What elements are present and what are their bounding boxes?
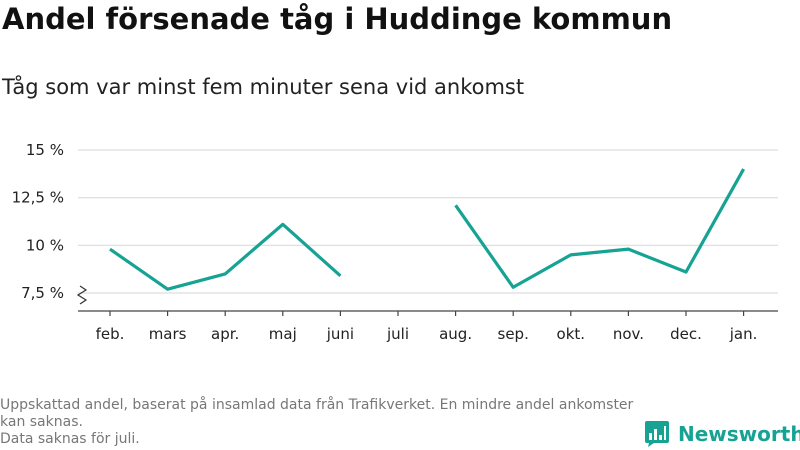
y-tick-label: 10 % — [26, 236, 64, 254]
x-tick-label: maj — [269, 325, 297, 343]
x-tick-label: juni — [326, 325, 354, 343]
chart-subtitle: Tåg som var minst fem minuter sena vid a… — [2, 75, 525, 99]
x-tick-label: apr. — [211, 325, 239, 343]
y-tick-label: 15 % — [26, 141, 64, 159]
newsworthy-logo[interactable]: Newsworthy — [644, 420, 800, 448]
x-tick-label: sep. — [498, 325, 529, 343]
axis-break-icon — [76, 285, 88, 305]
y-tick-label: 7,5 % — [21, 284, 64, 302]
x-tick-label: okt. — [557, 325, 586, 343]
x-tick-label: nov. — [613, 325, 644, 343]
x-tick-label: mars — [149, 325, 187, 343]
x-tick-label: jan. — [729, 325, 758, 343]
footnote-line-2: Data saknas för juli. — [0, 431, 140, 447]
chart-title: Andel försenade tåg i Huddinge kommun — [2, 2, 673, 36]
x-tick-label: juli — [386, 325, 409, 343]
footnote: Uppskattad andel, baserat på insamlad da… — [0, 397, 640, 448]
brand-name: Newsworthy — [678, 422, 800, 446]
series-line — [109, 222, 342, 291]
x-tick-label: feb. — [96, 325, 125, 343]
footnote-line-1: Uppskattad andel, baserat på insamlad da… — [0, 397, 634, 430]
x-tick-label: dec. — [670, 325, 702, 343]
series-line — [454, 168, 745, 289]
newsworthy-bar-chart-icon — [645, 421, 669, 447]
x-tick-label: aug. — [439, 325, 472, 343]
y-tick-label: 12,5 % — [12, 189, 64, 207]
